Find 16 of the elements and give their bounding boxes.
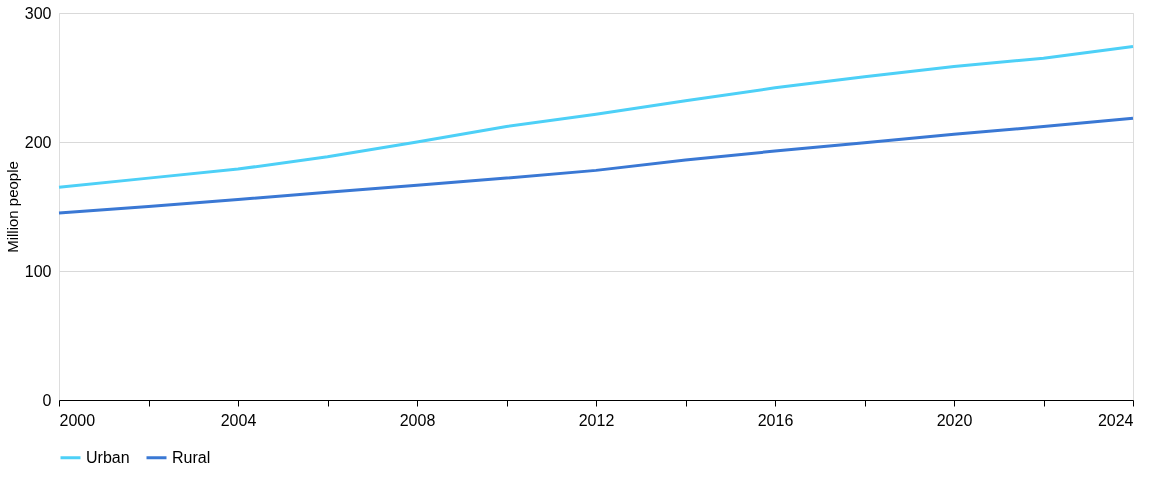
x-tick-label: 2012 <box>578 411 615 429</box>
x-tick-label: 2024 <box>1097 411 1134 429</box>
x-tick-label: 2020 <box>936 411 973 429</box>
y-tick-label: 100 <box>24 262 52 280</box>
y-tick-label: 300 <box>24 4 52 22</box>
x-tick-label: 2016 <box>757 411 794 429</box>
x-tick-label: 2008 <box>399 411 436 429</box>
y-tick-label: 200 <box>24 133 52 151</box>
y-axis-title: Million people <box>3 161 21 253</box>
y-tick-label: 0 <box>42 391 52 409</box>
x-tick-label: 2000 <box>59 411 96 429</box>
x-tick-label: 2004 <box>220 411 257 429</box>
legend-label: Rural <box>172 448 211 466</box>
line-series <box>57 45 1135 189</box>
line-series <box>57 116 1135 215</box>
legend-label: Urban <box>86 448 130 466</box>
